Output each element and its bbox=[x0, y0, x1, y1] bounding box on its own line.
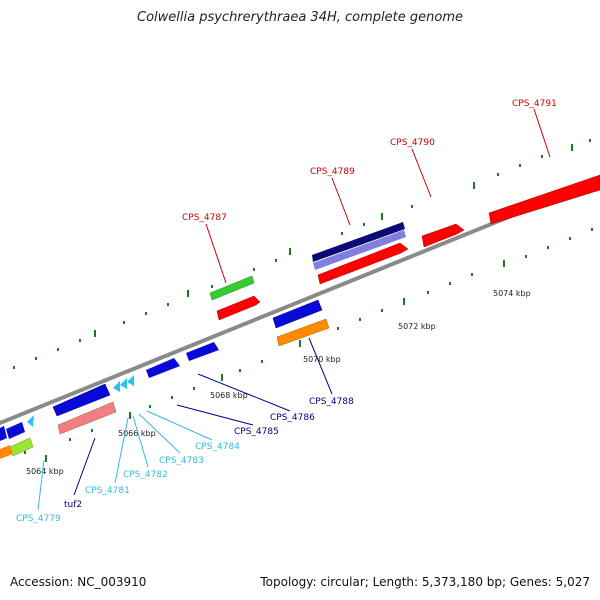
gene-cps-4788-orange[interactable] bbox=[276, 318, 330, 347]
gene-orange-left[interactable] bbox=[0, 445, 13, 459]
gene-features[interactable] bbox=[209, 174, 600, 321]
gene-label-cps-4784[interactable]: CPS_4784 bbox=[195, 442, 240, 452]
gene-label-cps-4782[interactable]: CPS_4782 bbox=[123, 470, 168, 480]
ruler-label: 5070 kbp bbox=[303, 355, 341, 364]
gene-label-cps-4781[interactable]: CPS_4781 bbox=[85, 486, 130, 496]
gene-label-cps-4790[interactable]: CPS_4790 bbox=[390, 138, 435, 148]
gene-cps-4790[interactable] bbox=[421, 223, 465, 248]
gene-label-cps-4783[interactable]: CPS_4783 bbox=[159, 456, 204, 466]
gene-label-cps-4786[interactable]: CPS_4786 bbox=[270, 413, 315, 423]
gene-cps-4786[interactable] bbox=[186, 342, 219, 361]
ruler-label: 5064 kbp bbox=[26, 467, 64, 476]
gene-cps-4788-blue[interactable] bbox=[272, 299, 323, 329]
ruler-label: 5066 kbp bbox=[118, 429, 156, 438]
gene-features-lower[interactable] bbox=[0, 299, 330, 459]
lower-tick-track bbox=[24, 228, 593, 462]
gene-light-blue-1[interactable] bbox=[113, 381, 120, 392]
gene-label-cps-4789[interactable]: CPS_4789 bbox=[310, 167, 355, 177]
accession-text: Accession: NC_003910 bbox=[10, 575, 147, 589]
ruler-label: 5074 kbp bbox=[493, 289, 531, 298]
gene-label-cps-4785[interactable]: CPS_4785 bbox=[234, 427, 279, 437]
gene-cps-4789[interactable] bbox=[312, 222, 405, 262]
upper-tick-track bbox=[13, 139, 591, 369]
gene-cps-4787[interactable] bbox=[209, 275, 255, 301]
gene-label-cps-4791[interactable]: CPS_4791 bbox=[512, 99, 557, 109]
gene-label-cps-4787[interactable]: CPS_4787 bbox=[182, 213, 227, 223]
gene-label-cps-4779[interactable]: CPS_4779 bbox=[16, 514, 61, 524]
gene-blue-large[interactable] bbox=[52, 383, 111, 417]
gene-light-blue-3[interactable] bbox=[127, 375, 134, 386]
ruler-label: 5068 kbp bbox=[210, 391, 248, 400]
gene-tuf2[interactable] bbox=[57, 401, 117, 435]
gene-cps-4791[interactable] bbox=[488, 174, 600, 225]
gene-cps-4789-lavender[interactable] bbox=[313, 230, 406, 270]
gene-light-blue-2[interactable] bbox=[120, 378, 127, 389]
gene-blue-left[interactable] bbox=[0, 426, 7, 441]
gene-blue-small[interactable] bbox=[6, 422, 25, 439]
gene-cps-4789-red[interactable] bbox=[317, 242, 409, 285]
genome-stats-text: Topology: circular; Length: 5,373,180 bp… bbox=[260, 575, 590, 589]
gene-label-cps-4788[interactable]: CPS_4788 bbox=[309, 397, 354, 407]
ruler-label: 5072 kbp bbox=[398, 322, 436, 331]
map-title: Colwellia psychrerythraea 34H, complete … bbox=[137, 10, 463, 25]
gene-label-tuf2[interactable]: tuf2 bbox=[64, 500, 82, 510]
gene-cps-4785[interactable] bbox=[146, 358, 180, 378]
gene-lime[interactable] bbox=[9, 437, 34, 457]
gene-cps-4787-red[interactable] bbox=[216, 295, 261, 321]
label-leaders bbox=[37, 108, 551, 511]
gene-light-blue-4[interactable] bbox=[27, 415, 34, 427]
